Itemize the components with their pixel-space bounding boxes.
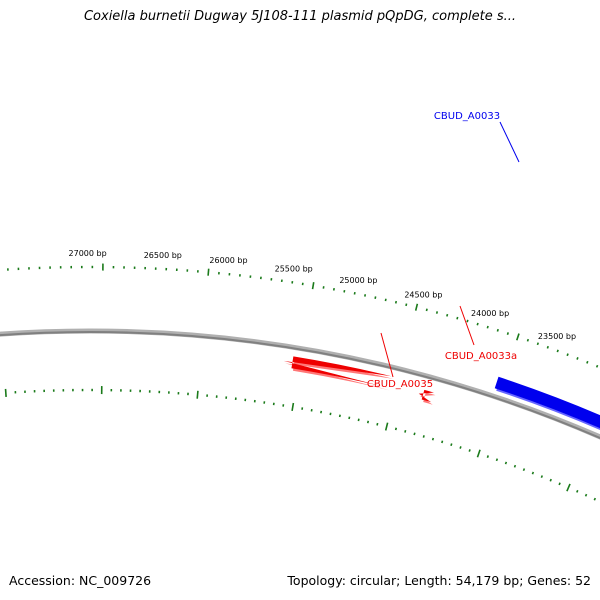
minor-tick bbox=[526, 338, 530, 342]
major-tick bbox=[207, 268, 210, 276]
major-tick bbox=[4, 388, 7, 397]
gene-shadow bbox=[285, 358, 393, 391]
major-tick bbox=[566, 483, 571, 492]
gene-leader-line bbox=[380, 332, 394, 378]
minor-tick bbox=[422, 435, 425, 438]
minor-tick bbox=[584, 493, 588, 497]
major-tick bbox=[414, 303, 419, 311]
minor-tick bbox=[566, 353, 569, 357]
minor-tick bbox=[549, 478, 552, 482]
gene-body[interactable] bbox=[418, 389, 434, 403]
gene-cbud-a0033a[interactable] bbox=[418, 389, 436, 405]
minor-tick bbox=[466, 319, 469, 323]
minor-tick bbox=[441, 440, 444, 444]
gene-leader-line bbox=[459, 305, 475, 346]
minor-tick bbox=[459, 446, 462, 449]
accession-text: Accession: NC_009726 bbox=[9, 573, 152, 588]
gene-shadow bbox=[420, 392, 436, 405]
plasmid-backbone bbox=[0, 328, 600, 440]
minor-tick bbox=[450, 443, 453, 447]
ruler-label: 26000 bp bbox=[209, 256, 247, 265]
minor-tick bbox=[431, 437, 435, 441]
gene-label[interactable]: CBUD_A0035 bbox=[367, 379, 433, 390]
minor-tick bbox=[404, 429, 407, 433]
minor-tick bbox=[495, 458, 499, 462]
minor-tick bbox=[586, 360, 589, 364]
minor-tick bbox=[506, 332, 509, 335]
minor-tick bbox=[513, 464, 517, 468]
genome-summary-text: Topology: circular; Length: 54,179 bp; G… bbox=[287, 573, 591, 588]
minor-tick bbox=[376, 422, 379, 426]
gene-label[interactable]: CBUD_A0033a bbox=[445, 351, 517, 362]
major-tick bbox=[291, 402, 295, 412]
ruler-label: 24000 bp bbox=[471, 309, 509, 318]
gene-labels: CBUD_A0033 CBUD_A0035 CBUD_A0033a bbox=[367, 111, 520, 390]
major-tick bbox=[384, 422, 389, 431]
minor-tick bbox=[536, 342, 540, 346]
minor-tick bbox=[374, 296, 377, 299]
gene-leader-line bbox=[499, 121, 520, 163]
minor-tick bbox=[558, 482, 561, 486]
minor-tick bbox=[576, 357, 579, 360]
minor-tick bbox=[348, 416, 351, 420]
ruler-label: 25000 bp bbox=[339, 276, 377, 285]
major-tick bbox=[516, 333, 520, 341]
gene-label[interactable]: CBUD_A0033 bbox=[434, 111, 500, 122]
minor-tick bbox=[425, 308, 428, 312]
minor-tick bbox=[476, 322, 479, 326]
map-title: Coxiella burnetii Dugway 5J108-111 plasm… bbox=[83, 9, 517, 24]
minor-tick bbox=[576, 489, 579, 493]
ruler-label: 25500 bp bbox=[275, 264, 313, 273]
minor-tick bbox=[366, 420, 370, 424]
minor-tick bbox=[405, 303, 408, 307]
ruler-label: 27000 bp bbox=[69, 249, 107, 258]
minor-tick bbox=[593, 497, 597, 501]
gene-track[interactable] bbox=[283, 356, 600, 528]
minor-tick bbox=[531, 471, 535, 475]
minor-tick bbox=[556, 349, 559, 353]
outer-tick-track bbox=[7, 263, 599, 368]
minor-tick bbox=[357, 418, 360, 422]
gene-body[interactable] bbox=[494, 376, 600, 525]
minor-tick bbox=[486, 455, 489, 458]
gene-cbud-a0035[interactable] bbox=[283, 356, 393, 391]
minor-tick bbox=[413, 432, 416, 436]
ruler-label: 23500 bp bbox=[538, 332, 576, 341]
minor-tick bbox=[456, 316, 459, 320]
minor-tick bbox=[394, 427, 398, 431]
minor-tick bbox=[595, 364, 599, 368]
major-tick bbox=[311, 282, 315, 290]
major-tick bbox=[196, 390, 199, 399]
gene-body[interactable] bbox=[283, 356, 392, 388]
minor-tick bbox=[522, 468, 526, 472]
minor-tick bbox=[504, 461, 508, 465]
minor-tick bbox=[486, 325, 489, 329]
minor-tick bbox=[546, 345, 549, 349]
gene-cbud-a0033[interactable] bbox=[494, 376, 600, 528]
minor-tick bbox=[394, 300, 398, 304]
ruler-label: 26500 bp bbox=[144, 251, 182, 260]
ruler-label: 24500 bp bbox=[404, 291, 442, 300]
inner-tick-track bbox=[4, 386, 597, 501]
backbone-line bbox=[0, 331, 600, 440]
minor-tick bbox=[468, 449, 471, 452]
minor-tick bbox=[496, 328, 499, 332]
minor-tick bbox=[540, 475, 544, 479]
minor-tick bbox=[384, 298, 387, 302]
minor-tick bbox=[435, 311, 439, 314]
major-tick bbox=[476, 449, 481, 458]
minor-tick bbox=[446, 313, 449, 317]
